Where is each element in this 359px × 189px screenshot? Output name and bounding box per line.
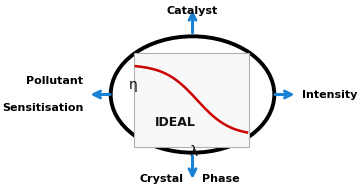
Ellipse shape (111, 36, 274, 153)
Text: η: η (129, 78, 137, 92)
Text: Sensitisation: Sensitisation (2, 103, 83, 113)
Text: IDEAL: IDEAL (155, 116, 196, 129)
Text: Intensity: Intensity (302, 90, 357, 99)
Text: Catalyst: Catalyst (167, 6, 218, 16)
Text: λ: λ (190, 145, 198, 159)
Bar (134, 53, 249, 147)
Text: Phase: Phase (202, 174, 239, 184)
Text: Pollutant: Pollutant (27, 76, 83, 86)
Text: Crystal: Crystal (139, 174, 183, 184)
